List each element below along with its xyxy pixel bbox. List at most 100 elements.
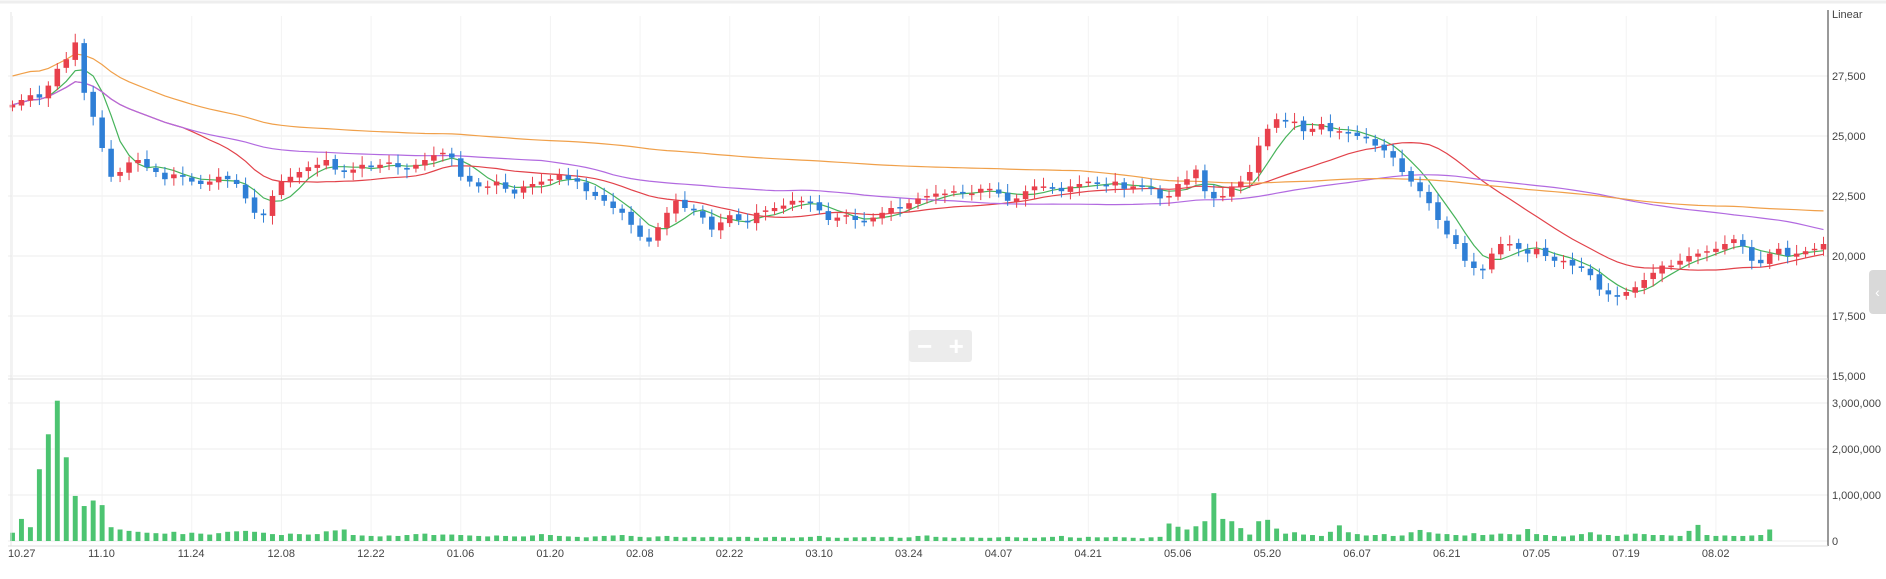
volume-bar bbox=[1050, 536, 1055, 541]
candle-body bbox=[538, 181, 545, 185]
volume-bar bbox=[1112, 536, 1118, 541]
volume-bar bbox=[709, 536, 715, 541]
scale-type-label[interactable]: Linear bbox=[1832, 9, 1863, 21]
candle-body bbox=[762, 210, 769, 212]
candle-body bbox=[359, 164, 365, 169]
candle-body bbox=[942, 193, 948, 196]
candle-body bbox=[449, 153, 455, 158]
candle-body bbox=[206, 181, 213, 185]
volume-bar bbox=[117, 529, 123, 541]
volume-bar bbox=[1561, 536, 1566, 541]
candle-body bbox=[735, 214, 742, 220]
candle-body bbox=[520, 186, 527, 193]
side-panel-toggle[interactable]: ‹ bbox=[1869, 270, 1886, 314]
date-tick-label: 04.07 bbox=[985, 548, 1013, 560]
candle-body bbox=[1390, 151, 1396, 158]
candle-body bbox=[933, 193, 939, 197]
volume-bar bbox=[924, 535, 930, 541]
volume-bar bbox=[1283, 533, 1289, 541]
volume-tick-label: 2,000,000 bbox=[1832, 444, 1881, 456]
candle-body bbox=[664, 212, 670, 228]
candle-body bbox=[1211, 191, 1217, 199]
date-tick-label: 07.05 bbox=[1523, 548, 1551, 560]
candle-body bbox=[1731, 239, 1737, 244]
candle-body bbox=[251, 197, 258, 213]
candle-body bbox=[1560, 260, 1567, 263]
volume-bar bbox=[1238, 528, 1244, 541]
volume-bar bbox=[1444, 534, 1450, 541]
volume-bar bbox=[521, 536, 526, 541]
candle-body bbox=[189, 177, 195, 182]
volume-bar bbox=[852, 537, 858, 541]
candle-body bbox=[1193, 169, 1199, 179]
candle-body bbox=[1372, 139, 1379, 146]
candle-body bbox=[556, 174, 563, 180]
candle-body bbox=[906, 203, 912, 209]
volume-bar bbox=[987, 537, 993, 541]
candle-body bbox=[825, 211, 832, 220]
candle-body bbox=[296, 172, 303, 178]
volume-bar bbox=[503, 535, 509, 541]
date-tick-label: 01.06 bbox=[447, 548, 475, 560]
volume-bar bbox=[1220, 518, 1226, 541]
candle-body bbox=[1444, 220, 1450, 235]
volume-bar bbox=[377, 536, 383, 541]
volume-bar bbox=[1758, 535, 1764, 541]
volume-bar bbox=[72, 495, 78, 541]
price-tick-label: 27,500 bbox=[1832, 71, 1866, 83]
volume-bar bbox=[1336, 525, 1342, 541]
candle-body bbox=[153, 167, 159, 172]
volume-bar bbox=[547, 535, 553, 541]
volume-bar bbox=[1614, 535, 1620, 541]
volume-bar bbox=[915, 535, 921, 541]
volume-bar bbox=[108, 527, 114, 541]
date-tick-label: 04.21 bbox=[1074, 548, 1102, 560]
volume-bar bbox=[942, 537, 948, 541]
volume-bar bbox=[1650, 535, 1656, 541]
volume-bar bbox=[234, 531, 240, 541]
volume-bar bbox=[135, 531, 141, 541]
volume-bar bbox=[1587, 532, 1593, 541]
volume-bar bbox=[1525, 529, 1531, 541]
zoom-out-button[interactable]: − bbox=[917, 331, 933, 361]
price-tick-label: 20,000 bbox=[1832, 251, 1866, 263]
candle-body bbox=[1623, 292, 1630, 296]
zoom-in-button[interactable]: + bbox=[948, 331, 964, 361]
volume-bar bbox=[467, 535, 473, 541]
volume-bar bbox=[1327, 531, 1333, 541]
volume-bar bbox=[610, 535, 616, 541]
candle-body bbox=[1202, 170, 1208, 192]
candle-body bbox=[1157, 189, 1163, 199]
candle-body bbox=[951, 191, 957, 193]
candle-body bbox=[233, 179, 240, 184]
volume-bar bbox=[1516, 534, 1522, 541]
volume-bar bbox=[1623, 534, 1629, 541]
candle-body bbox=[619, 208, 625, 213]
volume-bar bbox=[512, 536, 518, 541]
candle-body bbox=[1506, 244, 1513, 246]
volume-bar bbox=[1462, 535, 1468, 541]
volume-bar bbox=[530, 535, 535, 541]
volume-bar bbox=[781, 537, 786, 541]
price-tick-label: 15,000 bbox=[1832, 371, 1866, 383]
candle-body bbox=[1345, 131, 1352, 134]
volume-bar bbox=[341, 529, 347, 541]
candle-body bbox=[960, 191, 966, 194]
candle-body bbox=[1264, 128, 1271, 147]
candle-body bbox=[1677, 260, 1683, 265]
volume-bar bbox=[1193, 526, 1199, 541]
volume-bar bbox=[1408, 532, 1414, 541]
candle-body bbox=[404, 167, 410, 170]
volume-bar bbox=[1659, 535, 1665, 541]
volume-bar bbox=[1274, 528, 1280, 541]
candle-body bbox=[117, 172, 123, 176]
candle-body bbox=[1417, 182, 1423, 192]
candle-body bbox=[843, 215, 850, 217]
volume-bar bbox=[790, 537, 795, 541]
candle-body bbox=[81, 43, 87, 93]
volume-bar bbox=[960, 537, 966, 541]
candle-body bbox=[1596, 274, 1603, 290]
volume-bar bbox=[45, 434, 51, 541]
volume-bar bbox=[1641, 534, 1647, 541]
